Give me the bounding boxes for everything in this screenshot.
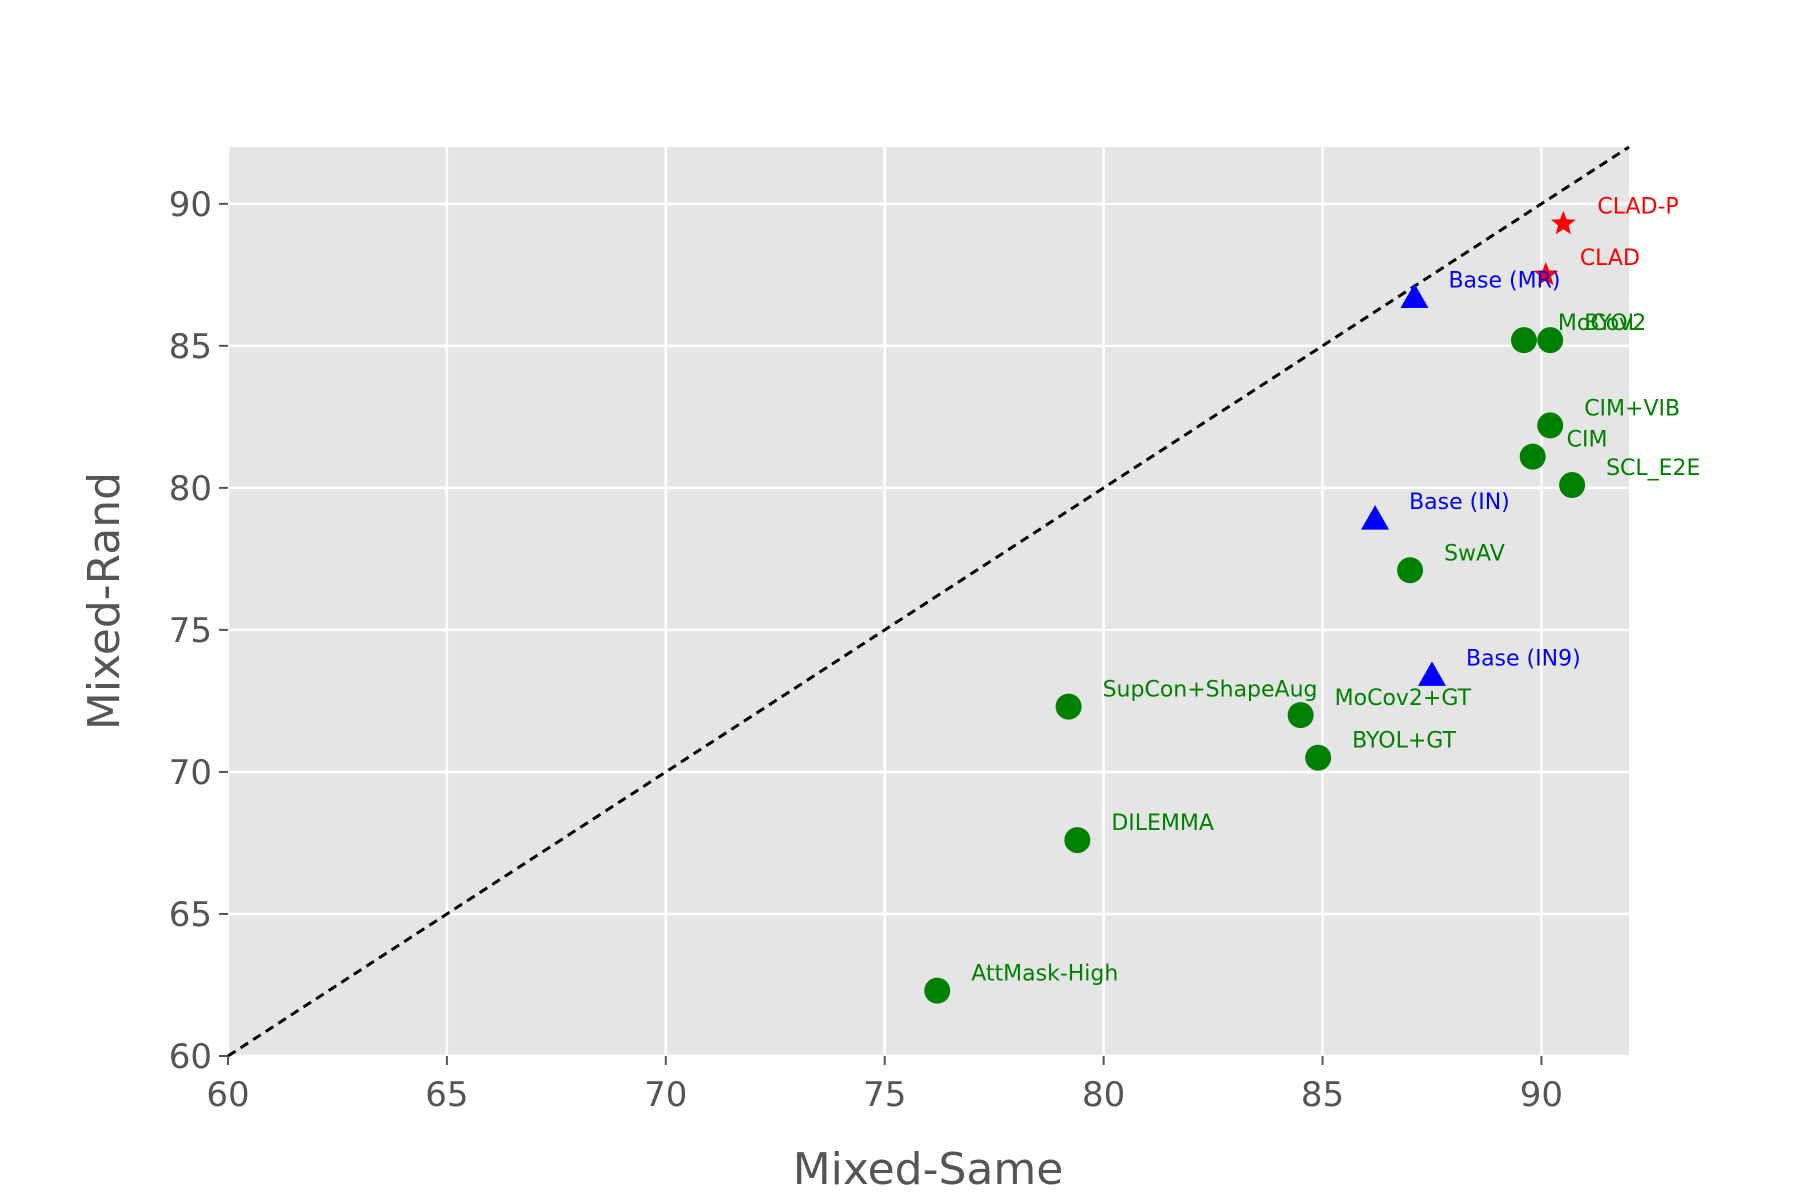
x-axis: 60 65 70 75 80 85 90 bbox=[206, 1056, 1563, 1115]
y-tick-label: 65 bbox=[169, 895, 212, 935]
data-point-circle bbox=[1288, 702, 1314, 728]
data-label: SwAV bbox=[1444, 541, 1505, 566]
x-tick-label: 65 bbox=[425, 1075, 468, 1115]
data-label: SCL_E2E bbox=[1606, 456, 1700, 481]
data-point-circle bbox=[1064, 827, 1090, 853]
y-tick-label: 85 bbox=[169, 327, 212, 367]
x-tick-label: 70 bbox=[644, 1075, 687, 1115]
x-tick-label: 80 bbox=[1082, 1075, 1125, 1115]
y-axis: 60 65 70 75 80 85 90 bbox=[169, 185, 228, 1077]
y-tick-label: 70 bbox=[169, 753, 212, 793]
data-point-circle bbox=[924, 978, 950, 1004]
data-point-circle bbox=[1520, 444, 1546, 470]
x-tick-label: 85 bbox=[1301, 1075, 1344, 1115]
y-tick-label: 75 bbox=[169, 611, 212, 651]
data-point-circle bbox=[1305, 745, 1331, 771]
data-label: Base (IN) bbox=[1409, 490, 1510, 515]
data-label: BYOL bbox=[1584, 311, 1640, 336]
data-label: BYOL+GT bbox=[1352, 729, 1456, 754]
data-label: CIM bbox=[1567, 428, 1608, 453]
data-label: Base (IN9) bbox=[1466, 646, 1581, 671]
data-point-circle bbox=[1397, 557, 1423, 583]
y-tick-label: 90 bbox=[169, 185, 212, 225]
data-label: CIM+VIB bbox=[1584, 396, 1680, 421]
x-tick-label: 75 bbox=[863, 1075, 906, 1115]
y-tick-label: 60 bbox=[169, 1037, 212, 1077]
data-point-circle bbox=[1056, 694, 1082, 720]
data-point-circle bbox=[1511, 327, 1537, 353]
x-tick-label: 60 bbox=[206, 1075, 249, 1115]
data-label: Base (MR) bbox=[1448, 269, 1560, 294]
data-label: CLAD bbox=[1580, 246, 1640, 271]
data-point-circle bbox=[1537, 412, 1563, 438]
data-label: DILEMMA bbox=[1111, 811, 1214, 836]
x-axis-title: Mixed-Same bbox=[793, 1144, 1064, 1195]
data-label: SupCon+ShapeAug bbox=[1103, 678, 1318, 703]
data-label: AttMask-High bbox=[971, 962, 1118, 987]
y-tick-label: 80 bbox=[169, 469, 212, 509]
data-label: MoCov2+GT bbox=[1335, 686, 1472, 711]
x-tick-label: 90 bbox=[1520, 1075, 1563, 1115]
data-point-circle bbox=[1559, 472, 1585, 498]
y-axis-title: Mixed-Rand bbox=[79, 472, 130, 730]
data-label: CLAD-P bbox=[1597, 195, 1678, 220]
